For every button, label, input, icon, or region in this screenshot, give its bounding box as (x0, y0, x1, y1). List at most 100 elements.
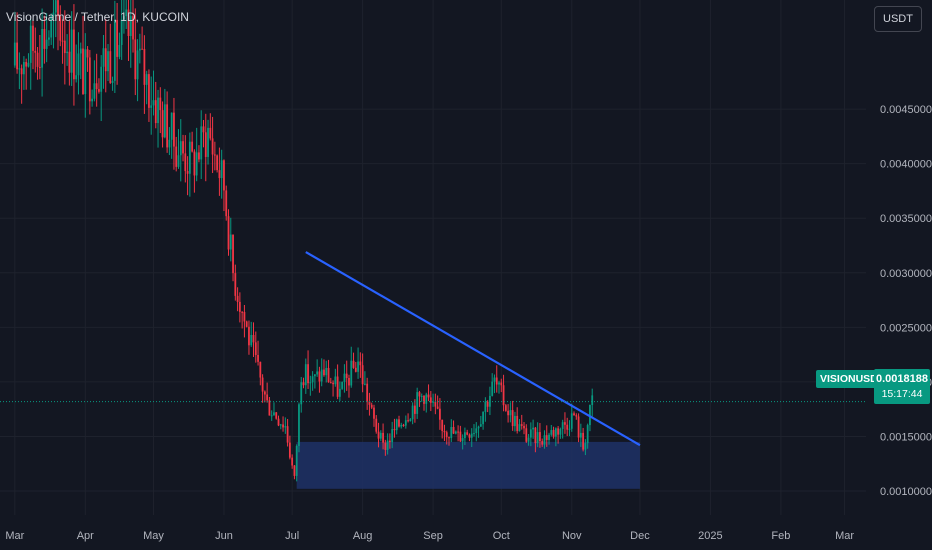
candle-body (34, 50, 37, 53)
y-tick-label: 0.0035000 (880, 213, 932, 225)
last-price-tag: 0.0018188 15:17:44 (874, 369, 930, 404)
candle-body (270, 415, 273, 417)
candle-body (45, 39, 48, 49)
candle-body (357, 361, 359, 372)
candle-body (350, 360, 353, 386)
candle-body (388, 440, 391, 443)
candle-body (173, 112, 175, 147)
symbol-title[interactable]: VisionGame / Tether, 1D, KUCOIN (6, 10, 189, 24)
candle-body (186, 171, 189, 174)
candle-body (457, 431, 459, 433)
candle-body (498, 382, 500, 385)
candle-body (391, 429, 394, 443)
x-tick-label: Dec (630, 530, 650, 542)
candle-body (63, 40, 66, 54)
time-axis[interactable]: Mar Apr May Jun Jul Aug Sep Oct Nov Dec 2025 Feb Mar (5, 530, 854, 542)
x-tick-label: Jun (215, 530, 233, 542)
candle-body (534, 427, 537, 444)
candle-body (77, 53, 80, 76)
candle-body (445, 432, 448, 438)
candle-body (161, 110, 164, 138)
candle-body (448, 437, 450, 439)
candle-body (327, 367, 330, 383)
candle-body (579, 432, 582, 438)
candle-body (452, 426, 455, 434)
candle-body (382, 432, 384, 443)
x-tick-label: Aug (353, 530, 373, 542)
candle-body (316, 371, 319, 375)
currency-button[interactable]: USDT (874, 6, 922, 32)
candle-body (509, 410, 512, 416)
candle-body (41, 28, 43, 68)
x-tick-label: Mar (835, 530, 854, 542)
candle-body (177, 155, 180, 167)
candle-body (468, 434, 471, 438)
price-axis[interactable]: 0.0045000 0.0040000 0.0035000 0.0030000 0.00… (880, 104, 932, 498)
candle-body (48, 37, 50, 40)
candle-body (504, 405, 507, 411)
candle-body (439, 408, 441, 420)
candle-body (466, 432, 469, 435)
candle-body (70, 29, 73, 73)
candle-body (332, 382, 334, 385)
candle-body (104, 48, 107, 72)
candle-body (282, 424, 284, 428)
candle-body (143, 49, 146, 85)
candle-body (402, 424, 405, 426)
candle-body (575, 415, 578, 417)
candle-body (523, 425, 525, 429)
candle-body (527, 437, 530, 442)
candle-body (152, 100, 155, 106)
candle-body (288, 442, 291, 458)
candle-body (202, 126, 205, 133)
candle-body (570, 413, 573, 429)
candle-body (366, 383, 369, 402)
candle-body (75, 75, 78, 80)
candle-body (370, 404, 373, 408)
candle-body (318, 371, 321, 382)
candle-body (352, 360, 355, 368)
candle-body (102, 48, 105, 67)
candle-body (304, 364, 307, 386)
candle-body (25, 62, 28, 67)
candle-body (195, 152, 198, 176)
candle-body (227, 216, 230, 250)
candle-body (250, 334, 253, 346)
candle-body (154, 100, 157, 124)
candle-body (309, 382, 312, 384)
x-tick-label: Mar (5, 530, 24, 542)
candle-body (473, 433, 475, 435)
candle-body (95, 83, 98, 90)
candle-body (398, 419, 400, 427)
candle-body (411, 405, 414, 420)
candle-body (470, 433, 473, 438)
candle-body (375, 418, 378, 432)
candle-body (86, 49, 89, 58)
candle-body (123, 16, 125, 20)
candle-body (263, 391, 266, 395)
candle-body (268, 400, 271, 416)
candle-body (277, 418, 280, 426)
candle-body (61, 40, 64, 42)
candle-body (179, 141, 182, 156)
candle-body (502, 385, 505, 406)
x-tick-label: Sep (423, 530, 443, 542)
y-tick-label: 0.0045000 (880, 104, 932, 116)
candle-body (291, 457, 294, 466)
candle-body (552, 430, 555, 437)
candle-body (82, 48, 84, 94)
candle-body (432, 401, 434, 403)
candle-body (145, 74, 148, 85)
candle-body (20, 68, 23, 75)
candle-body (198, 152, 200, 160)
x-tick-label: Jul (285, 530, 299, 542)
candle-body (16, 42, 18, 70)
x-tick-label: May (143, 530, 164, 542)
candle-body (495, 377, 498, 385)
candle-body (377, 431, 380, 439)
candle-body (43, 28, 46, 49)
candle-body (300, 382, 303, 405)
candle-body (134, 39, 137, 80)
trendline (305, 251, 641, 447)
